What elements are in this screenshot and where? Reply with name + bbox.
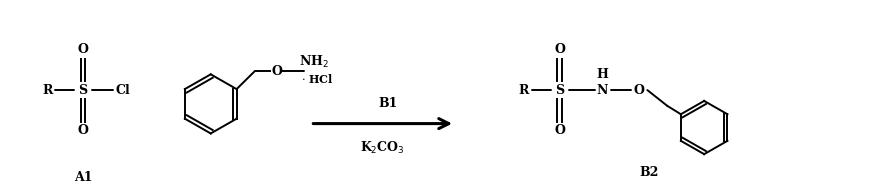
Text: O: O xyxy=(554,124,565,137)
Text: O: O xyxy=(77,43,89,56)
Text: R: R xyxy=(518,84,529,97)
Text: O: O xyxy=(554,43,565,56)
Text: O: O xyxy=(271,65,282,78)
Text: R: R xyxy=(42,84,53,97)
Text: N: N xyxy=(597,84,608,97)
Text: B2: B2 xyxy=(640,166,659,179)
Text: O: O xyxy=(77,124,89,137)
Text: S: S xyxy=(78,84,88,97)
Text: NH$_2$: NH$_2$ xyxy=(299,53,329,70)
Text: O: O xyxy=(634,84,645,97)
Text: B1: B1 xyxy=(378,97,398,110)
Text: H: H xyxy=(597,68,608,81)
Text: A1: A1 xyxy=(74,171,92,184)
Text: K$_2$CO$_3$: K$_2$CO$_3$ xyxy=(360,140,405,156)
Text: $\cdot$ HCl: $\cdot$ HCl xyxy=(301,72,334,85)
Text: Cl: Cl xyxy=(115,84,130,97)
Text: S: S xyxy=(555,84,564,97)
